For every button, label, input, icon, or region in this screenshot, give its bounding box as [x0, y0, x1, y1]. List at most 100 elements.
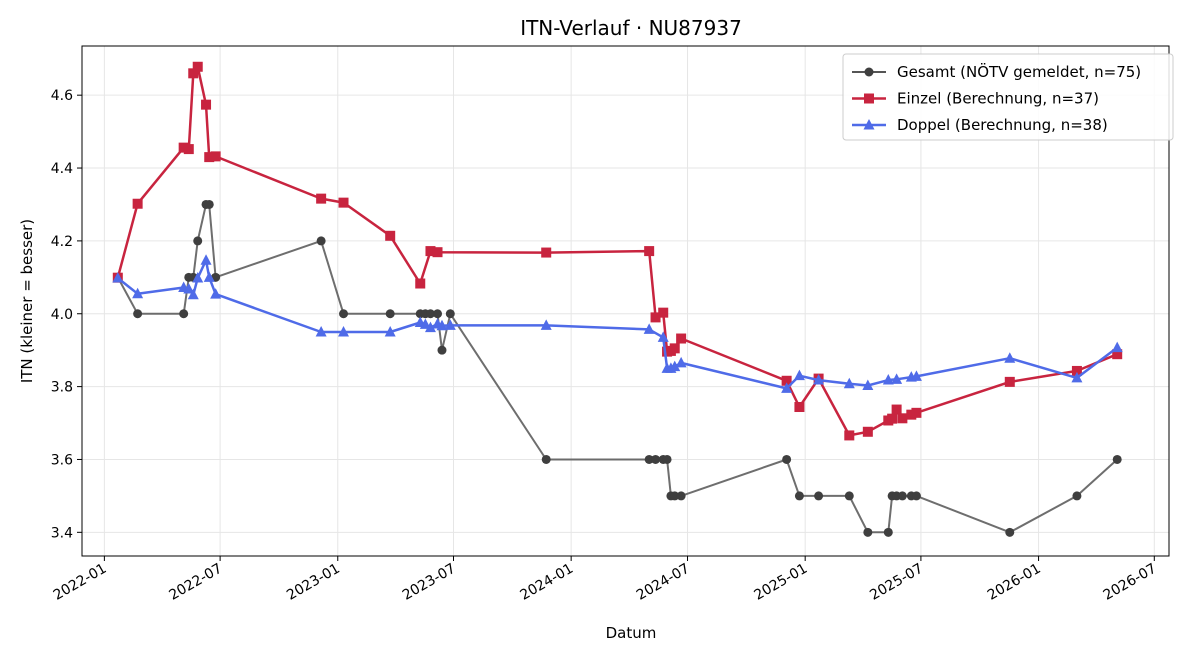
data-point-einzel: [385, 230, 396, 241]
data-point-doppel: [384, 325, 396, 337]
data-point-einzel: [891, 404, 902, 415]
y-tick-label: 4.6: [51, 88, 73, 104]
data-point-doppel: [1004, 352, 1016, 363]
data-point-doppel: [187, 288, 199, 300]
x-axis-title: Datum: [606, 624, 657, 642]
data-point-doppel: [891, 373, 903, 384]
data-point-doppel: [793, 369, 805, 381]
data-point-einzel: [1004, 376, 1015, 387]
data-point-einzel: [844, 430, 855, 441]
data-point-doppel: [183, 282, 195, 294]
y-tick-label: 4.0: [51, 307, 73, 323]
data-point-doppel: [540, 319, 552, 330]
data-point-gesamt: [676, 491, 686, 501]
legend-label-einzel: Einzel (Berechnung, n=37): [897, 90, 1099, 108]
data-point-gesamt: [814, 491, 824, 501]
series-gesamt: [113, 199, 1122, 537]
data-point-einzel: [210, 151, 221, 162]
data-point-doppel: [813, 374, 825, 385]
data-point-gesamt: [316, 236, 326, 246]
data-point-gesamt: [651, 454, 661, 464]
data-point-einzel: [794, 402, 805, 413]
data-point-gesamt: [1005, 527, 1015, 537]
data-point-einzel: [676, 333, 687, 344]
data-point-doppel: [315, 325, 327, 337]
data-point-gesamt: [844, 491, 854, 501]
chart-title: ITN-Verlauf · NU87937: [520, 16, 742, 40]
data-point-einzel: [183, 144, 194, 155]
data-point-einzel: [887, 413, 898, 424]
data-point-einzel: [132, 198, 143, 209]
data-point-einzel: [897, 413, 908, 424]
data-point-einzel: [644, 246, 655, 257]
data-point-doppel: [200, 254, 212, 265]
data-point-gesamt: [193, 236, 203, 246]
data-point-doppel: [862, 379, 874, 391]
data-point-einzel: [338, 197, 349, 208]
data-point-gesamt: [863, 527, 873, 537]
legend-label-doppel: Doppel (Berechnung, n=38): [897, 116, 1108, 134]
y-tick-label: 4.2: [51, 234, 73, 250]
data-point-gesamt: [897, 491, 907, 501]
y-axis-title: ITN (kleiner = besser): [18, 219, 36, 383]
data-point-einzel: [1112, 349, 1123, 360]
y-tick-label: 3.8: [51, 380, 73, 396]
data-point-doppel: [436, 319, 448, 331]
data-point-gesamt: [644, 454, 654, 464]
data-point-doppel: [338, 325, 350, 337]
data-point-gesamt: [204, 199, 214, 209]
data-point-gesamt: [883, 527, 893, 537]
data-point-gesamt: [425, 309, 435, 319]
data-point-doppel: [203, 271, 215, 282]
data-point-gesamt: [179, 309, 189, 319]
legend-box: [842, 53, 1174, 141]
data-point-doppel: [1111, 341, 1123, 353]
y-tick-label: 3.4: [51, 525, 73, 541]
data-point-gesamt: [437, 345, 447, 355]
data-point-doppel: [675, 356, 687, 368]
y-tick-label: 4.4: [51, 161, 73, 177]
data-point-doppel: [132, 287, 144, 299]
data-point-einzel: [425, 246, 436, 257]
series-layer: [112, 61, 1123, 537]
data-point-einzel: [415, 278, 426, 289]
data-point-gesamt: [1112, 454, 1122, 464]
data-point-einzel: [178, 142, 189, 153]
legend-marker-gesamt: [864, 67, 874, 77]
data-point-gesamt: [794, 491, 804, 501]
data-point-gesamt: [662, 454, 672, 464]
data-point-doppel: [210, 288, 222, 299]
legend: Gesamt (NÖTV gemeldet, n=75) Einzel (Bere…: [842, 53, 1174, 141]
data-point-gesamt: [385, 309, 395, 319]
data-point-gesamt: [445, 309, 455, 319]
data-point-doppel: [882, 374, 894, 385]
data-point-gesamt: [541, 454, 551, 464]
legend-marker-doppel: [863, 119, 875, 130]
data-point-doppel: [910, 370, 922, 381]
legend-marker-einzel: [864, 93, 874, 104]
data-point-doppel: [657, 331, 669, 342]
y-tick-label: 3.6: [51, 452, 73, 468]
data-point-einzel: [188, 68, 199, 79]
data-point-einzel: [1071, 365, 1082, 376]
series-doppel: [112, 254, 1123, 393]
data-point-einzel: [906, 409, 917, 420]
data-point-gesamt: [911, 491, 921, 501]
data-point-einzel: [862, 426, 873, 437]
data-point-gesamt: [339, 309, 349, 319]
data-point-einzel: [204, 152, 215, 163]
legend-label-gesamt: Gesamt (NÖTV gemeldet, n=75): [897, 62, 1141, 81]
data-point-doppel: [843, 377, 855, 389]
data-point-einzel: [658, 307, 669, 318]
data-point-doppel: [112, 272, 124, 283]
data-point-einzel: [192, 61, 203, 72]
data-point-gesamt: [133, 309, 143, 319]
data-point-einzel: [316, 193, 327, 204]
data-point-doppel: [444, 319, 456, 330]
data-point-doppel: [192, 272, 204, 283]
data-point-gesamt: [433, 309, 443, 319]
data-point-doppel: [643, 323, 655, 334]
data-point-gesamt: [670, 491, 680, 501]
data-point-einzel: [650, 312, 661, 323]
